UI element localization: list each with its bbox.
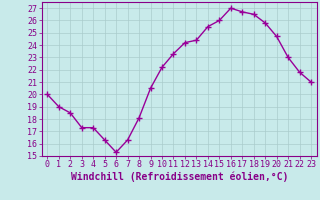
X-axis label: Windchill (Refroidissement éolien,°C): Windchill (Refroidissement éolien,°C) — [70, 172, 288, 182]
